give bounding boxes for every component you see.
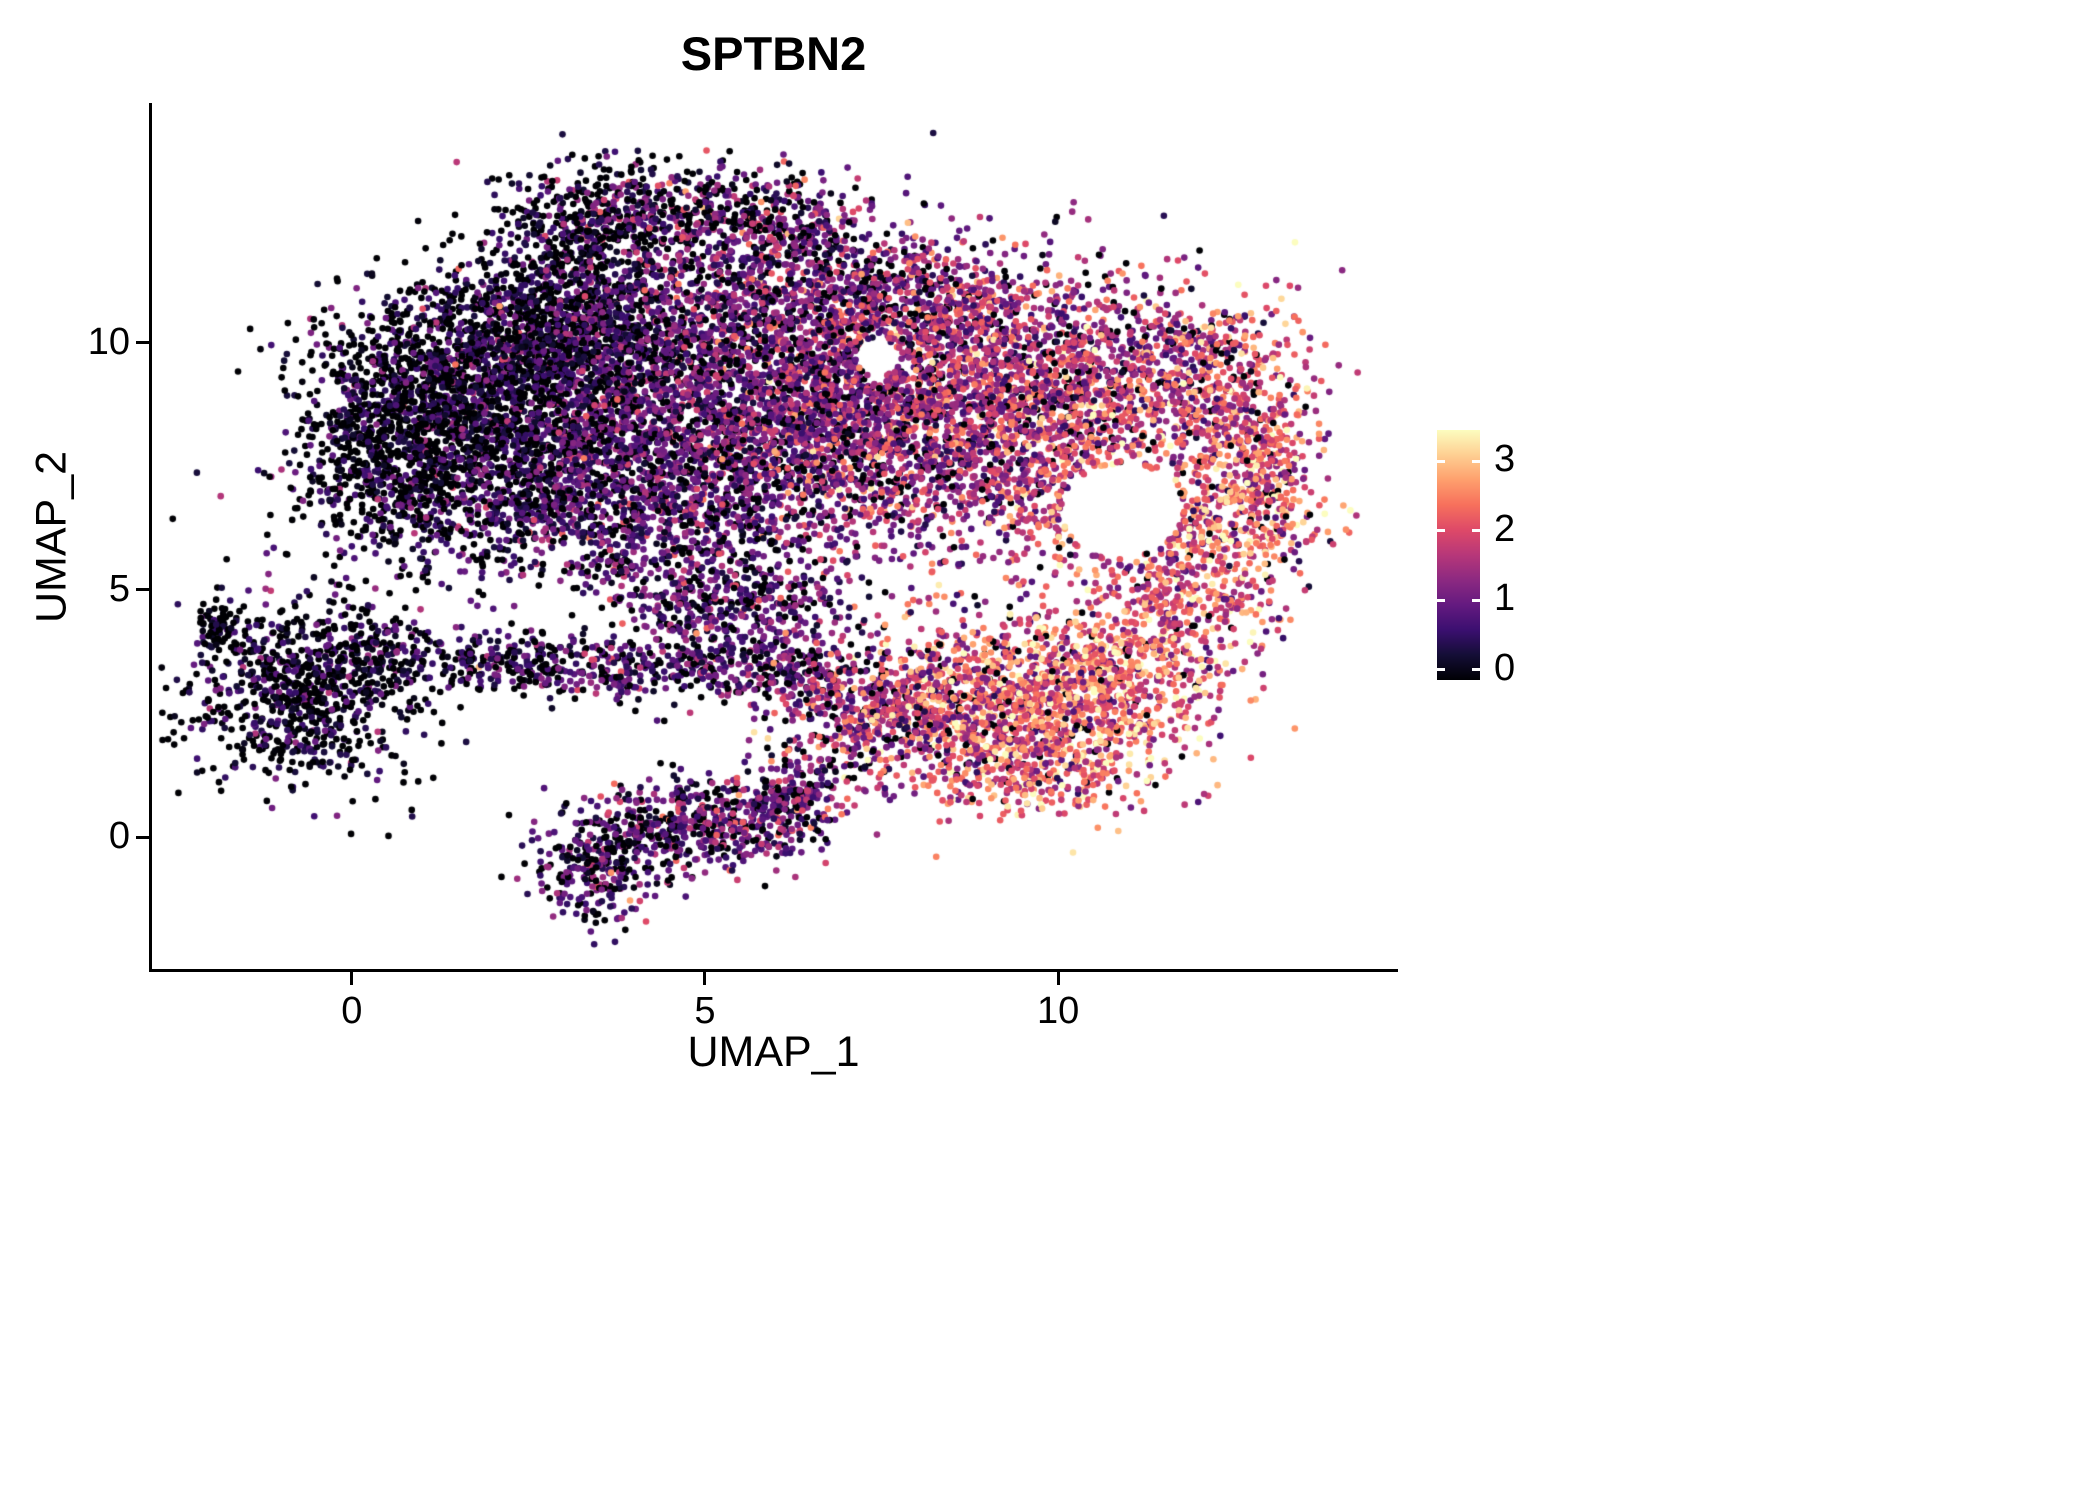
- x-tick-label: 5: [694, 990, 716, 1032]
- x-tick-label: 0: [341, 990, 363, 1032]
- y-axis-label: UMAP_2: [27, 450, 76, 624]
- colorbar-tick-label: 3: [1494, 438, 1516, 481]
- x-tick-label: 10: [1036, 990, 1080, 1032]
- colorbar-tick-mark: [1472, 459, 1480, 463]
- colorbar-gradient: [1437, 430, 1480, 680]
- x-tick-mark: [1056, 972, 1060, 985]
- x-tick-mark: [703, 972, 707, 985]
- x-axis-line: [149, 969, 1398, 972]
- colorbar-tick-mark: [1437, 459, 1445, 463]
- colorbar-tick-mark: [1437, 598, 1445, 602]
- y-tick-label: 0: [108, 815, 130, 858]
- x-tick-mark: [350, 972, 354, 985]
- colorbar-tick-label: 2: [1494, 507, 1516, 550]
- y-tick-mark: [136, 835, 149, 839]
- y-tick-mark: [136, 588, 149, 592]
- chart-title: SPTBN2: [680, 27, 867, 80]
- y-tick-mark: [136, 341, 149, 345]
- x-axis-label: UMAP_1: [687, 1028, 860, 1076]
- colorbar-tick-label: 1: [1494, 577, 1516, 620]
- colorbar-tick-mark: [1437, 529, 1445, 533]
- colorbar-tick-mark: [1437, 668, 1445, 672]
- y-axis-line: [149, 103, 152, 972]
- y-tick-label: 5: [108, 567, 130, 610]
- colorbar-tick-mark: [1472, 598, 1480, 602]
- colorbar-tick-mark: [1472, 529, 1480, 533]
- y-tick-label: 10: [87, 320, 130, 363]
- colorbar-tick-label: 0: [1494, 646, 1516, 689]
- colorbar-tick-mark: [1472, 668, 1480, 672]
